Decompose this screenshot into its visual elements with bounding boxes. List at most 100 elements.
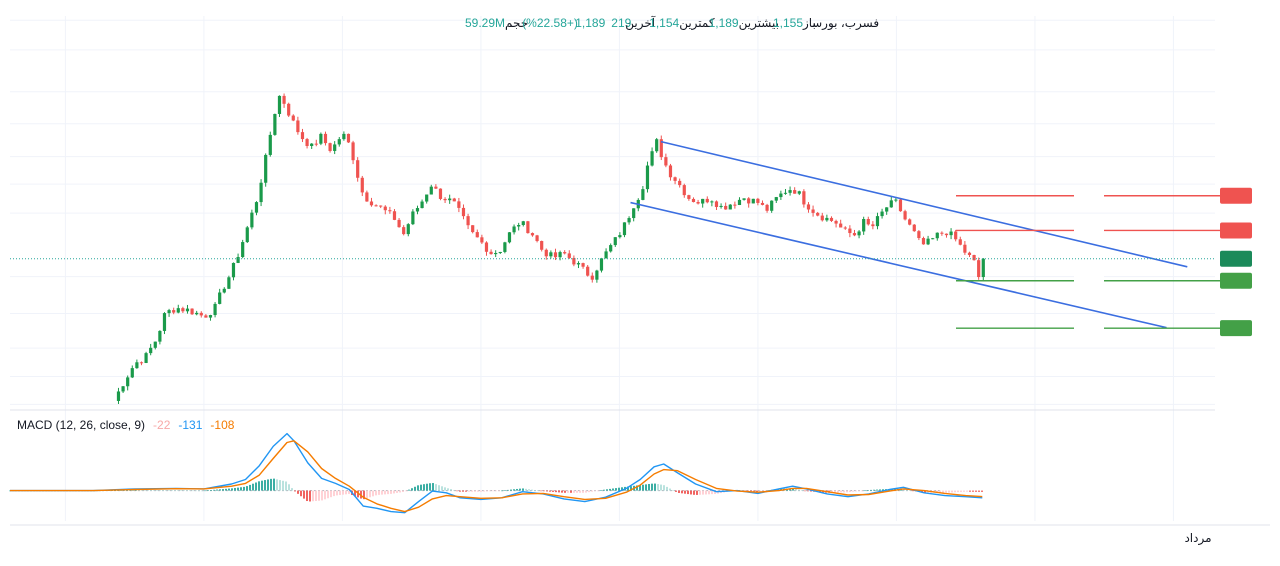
macd-histogram-bar [228,488,230,491]
level-label-bg [1074,320,1104,337]
macd-histogram-bar [306,490,308,502]
macd-histogram-bar [231,488,233,491]
macd-histogram-bar [180,490,182,491]
price-candle [457,201,461,208]
macd-histogram-bar [513,489,515,491]
macd-histogram-bar [243,486,245,491]
macd-histogram-bar [978,490,980,492]
macd-histogram-bar [675,490,677,492]
price-candle [806,204,811,210]
macd-histogram-bar [798,489,800,491]
price-candle [461,207,466,217]
macd-histogram-bar [951,490,953,493]
macd-histogram-bar [237,487,239,491]
macd-histogram-bar [387,490,389,495]
price-candle [659,139,663,158]
macd-histogram-bar [423,484,425,491]
legend-high-value: 1,189 [709,16,739,30]
price-candle [728,204,732,210]
macd-histogram-bar [468,490,470,492]
price-candle [162,313,167,331]
macd-histogram-bar [657,484,659,491]
macd-histogram-bar [273,478,275,491]
macd-histogram-bar [594,490,596,492]
price-candle [379,205,383,207]
macd-histogram-bar [126,490,128,491]
macd-histogram-bar [681,490,683,494]
price-candle [714,201,719,207]
macd-histogram-bar [855,490,857,492]
price-candle [581,263,585,267]
price-candle [885,207,889,212]
macd-histogram-bar [432,483,434,491]
price-candle [475,232,479,238]
macd-histogram-bar [459,490,461,492]
legend-close-label: آخرین [625,15,656,31]
price-candle [871,224,875,227]
price-candle [586,266,590,276]
macd-histogram-bar [444,487,446,491]
macd-histogram-bar [378,490,380,495]
price-candle [208,315,213,318]
macd-histogram-bar [267,479,269,491]
price-candle [218,292,222,304]
macd-histogram-bar [708,490,710,495]
price-candle [535,235,539,242]
macd-histogram-bar [750,490,752,492]
macd-histogram-bar [903,489,905,491]
price-candle [604,251,608,259]
price-candle [512,226,516,233]
price-candle [438,188,443,199]
macd-histogram-bar [627,486,629,491]
macd-histogram-bar [519,488,521,491]
price-candle [917,231,921,239]
price-candle [346,133,351,143]
price-candle [328,143,332,151]
macd-histogram-bar [510,489,512,491]
macd-histogram-bar [483,490,485,492]
price-badges [1220,187,1252,337]
macd-histogram-bar [285,481,287,491]
price-candle [908,219,912,225]
price-candle [181,308,185,312]
price-candle [480,237,484,243]
price-candle [862,219,866,232]
price-candle [241,242,245,258]
price-candle [802,191,806,205]
price-candle [434,186,438,189]
macd-histogram-bar [516,488,518,491]
macd-histogram-bar [645,484,647,491]
price-candle [788,190,792,193]
macd-histogram-bar [408,489,410,491]
price-candle [829,217,834,221]
macd-histogram-bar [156,490,158,491]
macd-histogram-bar [246,486,248,491]
macd-histogram-bar [642,484,644,491]
level-badge-bg [1220,222,1252,239]
macd-histogram-bar [309,490,311,502]
macd-histogram-bar [861,490,863,492]
macd-histogram-bar [696,490,698,495]
macd-histogram-bar [948,490,950,493]
macd-histogram-bar [195,490,197,492]
macd-histogram-bar [186,490,188,492]
price-candle [222,288,226,293]
price-candle [227,277,231,289]
macd-histogram-bar [963,490,965,492]
macd-histogram-bar [678,490,680,493]
macd-histogram-bar [621,487,623,491]
macd-histogram-bar [327,490,329,499]
macd-histogram-bar [336,490,338,496]
macd-histogram-bar [234,487,236,491]
macd-histogram-bar [507,489,509,491]
price-candle [250,212,254,228]
price-candle [737,199,742,206]
price-candle [783,192,788,194]
price-candle [517,225,521,227]
macd-histogram-bar [639,485,641,491]
level-badge-bg [1220,320,1252,337]
legend-low-value: 1,154 [649,16,679,30]
macd-histogram-bar [276,479,278,491]
